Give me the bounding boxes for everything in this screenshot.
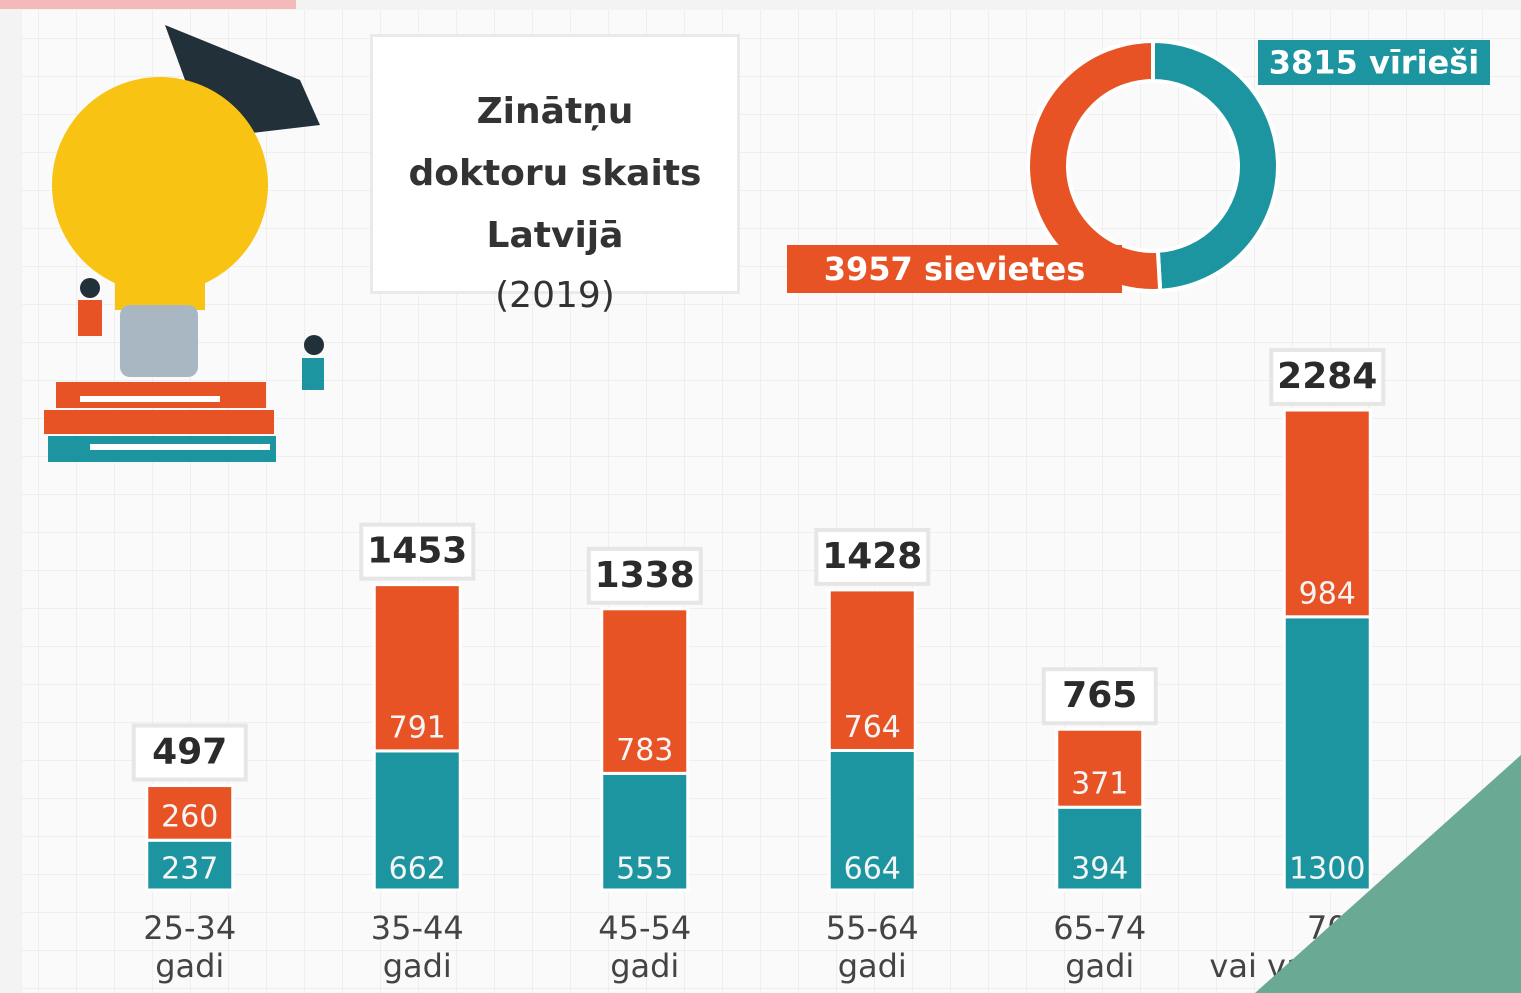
- x-tick-line: gadi: [610, 947, 679, 985]
- total-label: 2284: [1277, 356, 1377, 397]
- segment-label: 394: [1071, 852, 1128, 887]
- donut-category: vīrieši: [1369, 44, 1479, 82]
- x-tick-line: gadi: [155, 947, 224, 985]
- page: 23726049725-34gadi662791145335-44gadi555…: [0, 0, 1521, 993]
- donut-category: sievietes: [924, 250, 1085, 288]
- x-tick-line: gadi: [1065, 947, 1134, 985]
- segment-label: 237: [161, 852, 218, 887]
- total-label: 497: [152, 732, 227, 773]
- segment-label: 662: [389, 852, 446, 887]
- x-tick-line: 55-64: [826, 909, 919, 947]
- chart: 23726049725-34gadi662791145335-44gadi555…: [0, 0, 1521, 993]
- bar-segment: [1284, 617, 1370, 890]
- title-box: Zinātņu doktoru skaits Latvijā (2019): [370, 34, 740, 294]
- total-label: 1338: [595, 555, 695, 596]
- x-tick-line: gadi: [383, 947, 452, 985]
- segment-label: 1300: [1289, 852, 1365, 887]
- x-tick-line: 25-34: [143, 909, 236, 947]
- segment-label: 371: [1071, 767, 1128, 802]
- donut-value: 3957: [824, 250, 913, 288]
- donut-label: 3815 vīrieši: [1269, 44, 1480, 82]
- segment-label: 783: [616, 733, 673, 768]
- space: [913, 250, 924, 288]
- x-tick-line: gadi: [838, 947, 907, 985]
- chart-title: Zinātņu doktoru skaits Latvijā: [403, 81, 707, 267]
- segment-label: 791: [389, 710, 446, 745]
- donut-label: 3957 sievietes: [824, 250, 1086, 288]
- segment-label: 555: [616, 852, 673, 887]
- donut-value: 3815: [1269, 44, 1358, 82]
- segment-label: 664: [844, 852, 901, 887]
- x-tick-line: 65-74: [1053, 909, 1146, 947]
- segment-label: 764: [844, 710, 901, 745]
- chart-subtitle: (2019): [373, 267, 737, 325]
- x-tick-line: 45-54: [598, 909, 691, 947]
- total-label: 1453: [367, 531, 467, 572]
- top-strip: [0, 0, 296, 9]
- segment-label: 984: [1299, 576, 1356, 611]
- x-tick-line: 35-44: [371, 909, 464, 947]
- total-label: 765: [1062, 675, 1137, 716]
- total-label: 1428: [822, 536, 922, 577]
- space: [1358, 44, 1369, 82]
- segment-label: 260: [161, 800, 218, 835]
